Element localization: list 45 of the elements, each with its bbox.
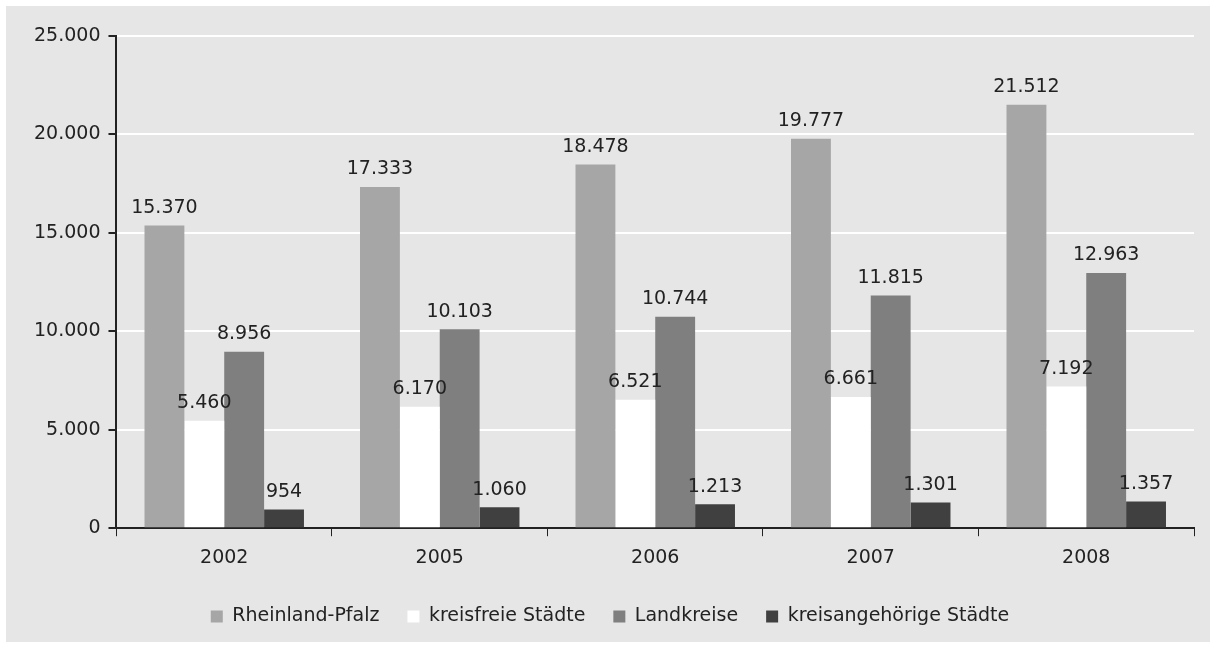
x-tick-label: 2006 (631, 544, 680, 567)
x-tick-label: 2008 (1062, 544, 1111, 567)
data-label: 5.460 (177, 390, 232, 413)
data-label: 12.963 (1072, 242, 1140, 265)
x-tick-label: 2005 (415, 544, 464, 567)
bar (695, 504, 735, 528)
data-label: 18.478 (562, 133, 629, 156)
x-tick-label: 2007 (846, 544, 895, 567)
data-label: 19.777 (777, 108, 845, 131)
data-label: 21.512 (993, 74, 1060, 97)
data-label: 1.357 (1118, 470, 1174, 493)
legend-label: Landkreise (634, 603, 739, 626)
data-label: 6.661 (823, 366, 879, 389)
y-tick-label: 15.000 (34, 219, 101, 242)
data-label: 7.192 (1039, 356, 1094, 379)
data-label: 15.370 (131, 195, 198, 218)
y-tick-label: 5.000 (46, 416, 101, 439)
bar (1126, 501, 1166, 528)
legend-label: Rheinland-Pfalz (232, 603, 380, 626)
data-label: 1.301 (903, 472, 958, 495)
data-label: 1.213 (687, 473, 743, 496)
bar (184, 420, 225, 528)
y-tick-label: 10.000 (34, 318, 101, 341)
data-label: 1.060 (472, 476, 527, 499)
data-label: 8.956 (216, 321, 272, 344)
y-tick-label: 25.000 (34, 22, 101, 45)
data-label: 10.744 (641, 286, 709, 309)
bar (1046, 386, 1087, 528)
y-tick-label: 20.000 (34, 121, 101, 144)
data-label: 6.170 (392, 376, 448, 399)
data-label: 6.521 (608, 369, 663, 392)
bar (910, 502, 951, 528)
data-label: 11.815 (857, 265, 924, 288)
bar (615, 399, 656, 528)
bar (264, 509, 304, 528)
y-tick-label: 0 (88, 515, 101, 538)
bar (399, 406, 440, 528)
data-label: 17.333 (346, 156, 414, 179)
bar (830, 397, 871, 528)
x-tick-label: 2002 (200, 544, 249, 567)
legend-label: kreisangehörige Städte (787, 603, 1010, 626)
bar (479, 507, 520, 528)
data-label: 10.103 (426, 298, 493, 321)
legend-label: kreisfreie Städte (428, 603, 586, 626)
data-label: 954 (265, 478, 303, 501)
